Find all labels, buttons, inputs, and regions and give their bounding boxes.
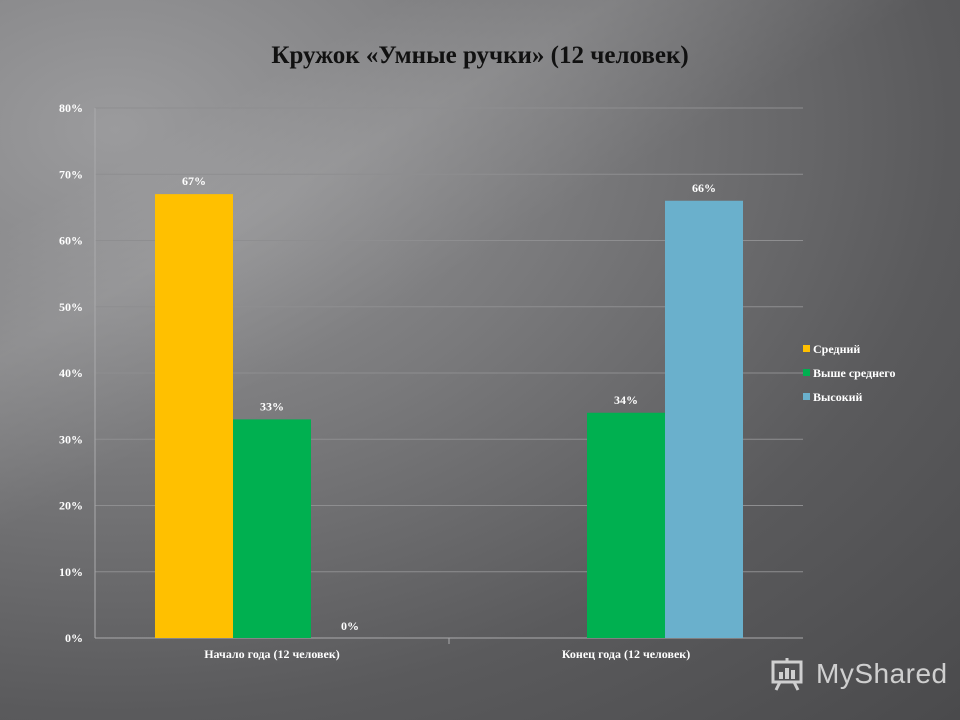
y-tick-label: 30%: [59, 432, 83, 446]
bar-1-2: [233, 419, 311, 638]
y-tick-label: 0%: [65, 631, 83, 645]
bar-2-2: [587, 412, 665, 638]
legend-swatch: [803, 345, 810, 352]
data-label: 33%: [260, 399, 284, 413]
data-label: 67%: [182, 174, 206, 188]
data-label: 34%: [614, 393, 638, 407]
data-label: 0%: [341, 619, 359, 633]
presentation-board-icon: [771, 658, 803, 691]
legend-swatch: [803, 393, 810, 400]
data-label: 66%: [692, 181, 716, 195]
legend-swatch: [803, 369, 810, 376]
watermark-text: MyShared: [816, 658, 948, 689]
y-tick-label: 70%: [59, 167, 83, 181]
y-tick-label: 80%: [59, 101, 83, 115]
bar-1-1: [155, 194, 233, 638]
legend-label: Средний: [813, 342, 860, 356]
watermark: MyShared: [770, 656, 948, 692]
bar-2-3: [665, 200, 743, 638]
y-tick-label: 20%: [59, 499, 83, 513]
y-tick-label: 10%: [59, 565, 83, 579]
x-tick-label: Начало года (12 человек): [204, 647, 340, 661]
legend-label: Выше среднего: [813, 366, 895, 380]
x-tick-label: Конец года (12 человек): [562, 647, 690, 661]
y-tick-label: 50%: [59, 300, 83, 314]
legend-label: Высокий: [813, 390, 863, 404]
y-tick-label: 60%: [59, 234, 83, 248]
y-tick-label: 40%: [59, 366, 83, 380]
chart-title: Кружок «Умные ручки» (12 человек): [271, 42, 689, 69]
